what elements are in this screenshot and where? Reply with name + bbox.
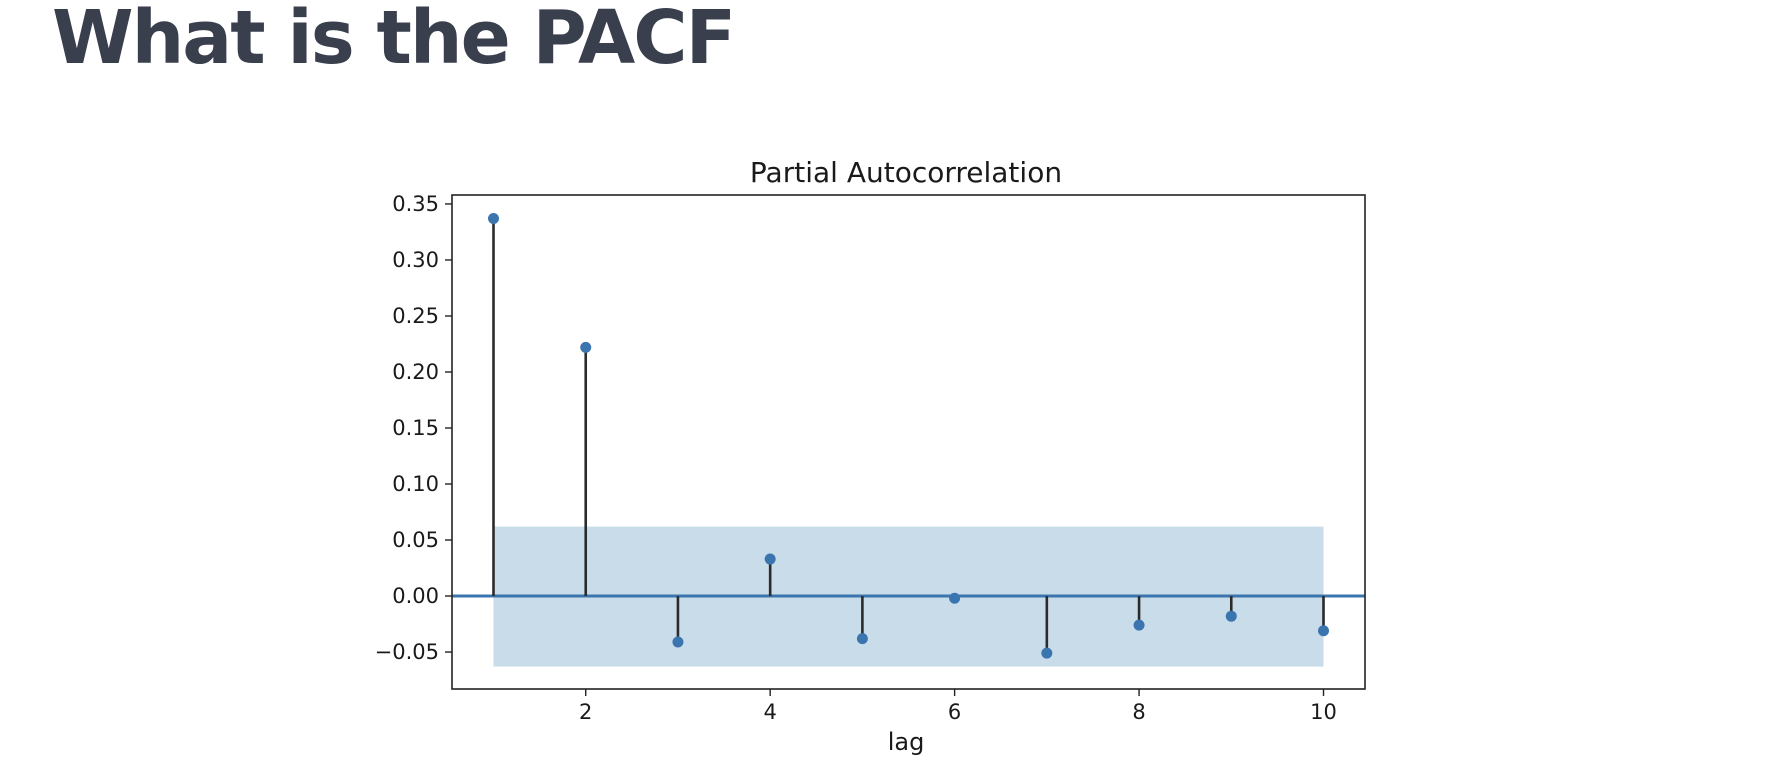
axes-layer [451,194,1366,690]
marker-lag-7 [1041,647,1053,659]
y-tick-label-5: 0.20 [392,360,439,384]
y-tick-label-1: 0.00 [392,584,439,608]
marker-lag-2 [580,341,592,353]
y-tick-label-0: −0.05 [375,640,439,664]
y-tick-label-3: 0.10 [392,472,439,496]
marker-lag-1 [488,213,499,225]
plot-frame [451,194,1366,690]
marker-layer [488,213,1329,659]
x-tick-label-10: 10 [1310,700,1337,724]
tick-layer: 2 4 6 8 10 −0.05 0.00 0.05 0.10 0.15 0.20 0.25 0.30 0… [375,192,1337,724]
marker-lag-8 [1133,619,1145,631]
y-tick-label-6: 0.25 [392,304,439,328]
marker-lag-5 [856,633,868,645]
y-tick-label-7: 0.30 [392,248,439,272]
marker-lag-9 [1225,610,1237,622]
x-tick-label-6: 6 [948,700,961,724]
x-tick-label-4: 4 [763,700,776,724]
x-tick-label-8: 8 [1132,700,1145,724]
y-tick-label-4: 0.15 [392,416,439,440]
slide-title: What is the PACF [52,0,736,81]
chart-title: Partial Autocorrelation [750,156,1062,189]
marker-lag-3 [672,636,684,648]
marker-lag-10 [1318,625,1329,637]
x-tick-label-2: 2 [579,700,592,724]
y-tick-label-2: 0.05 [392,528,439,552]
y-tick-label-8: 0.35 [392,192,439,216]
marker-lag-4 [764,553,776,565]
x-axis-label: lag [888,728,925,756]
marker-lag-6 [949,592,961,604]
